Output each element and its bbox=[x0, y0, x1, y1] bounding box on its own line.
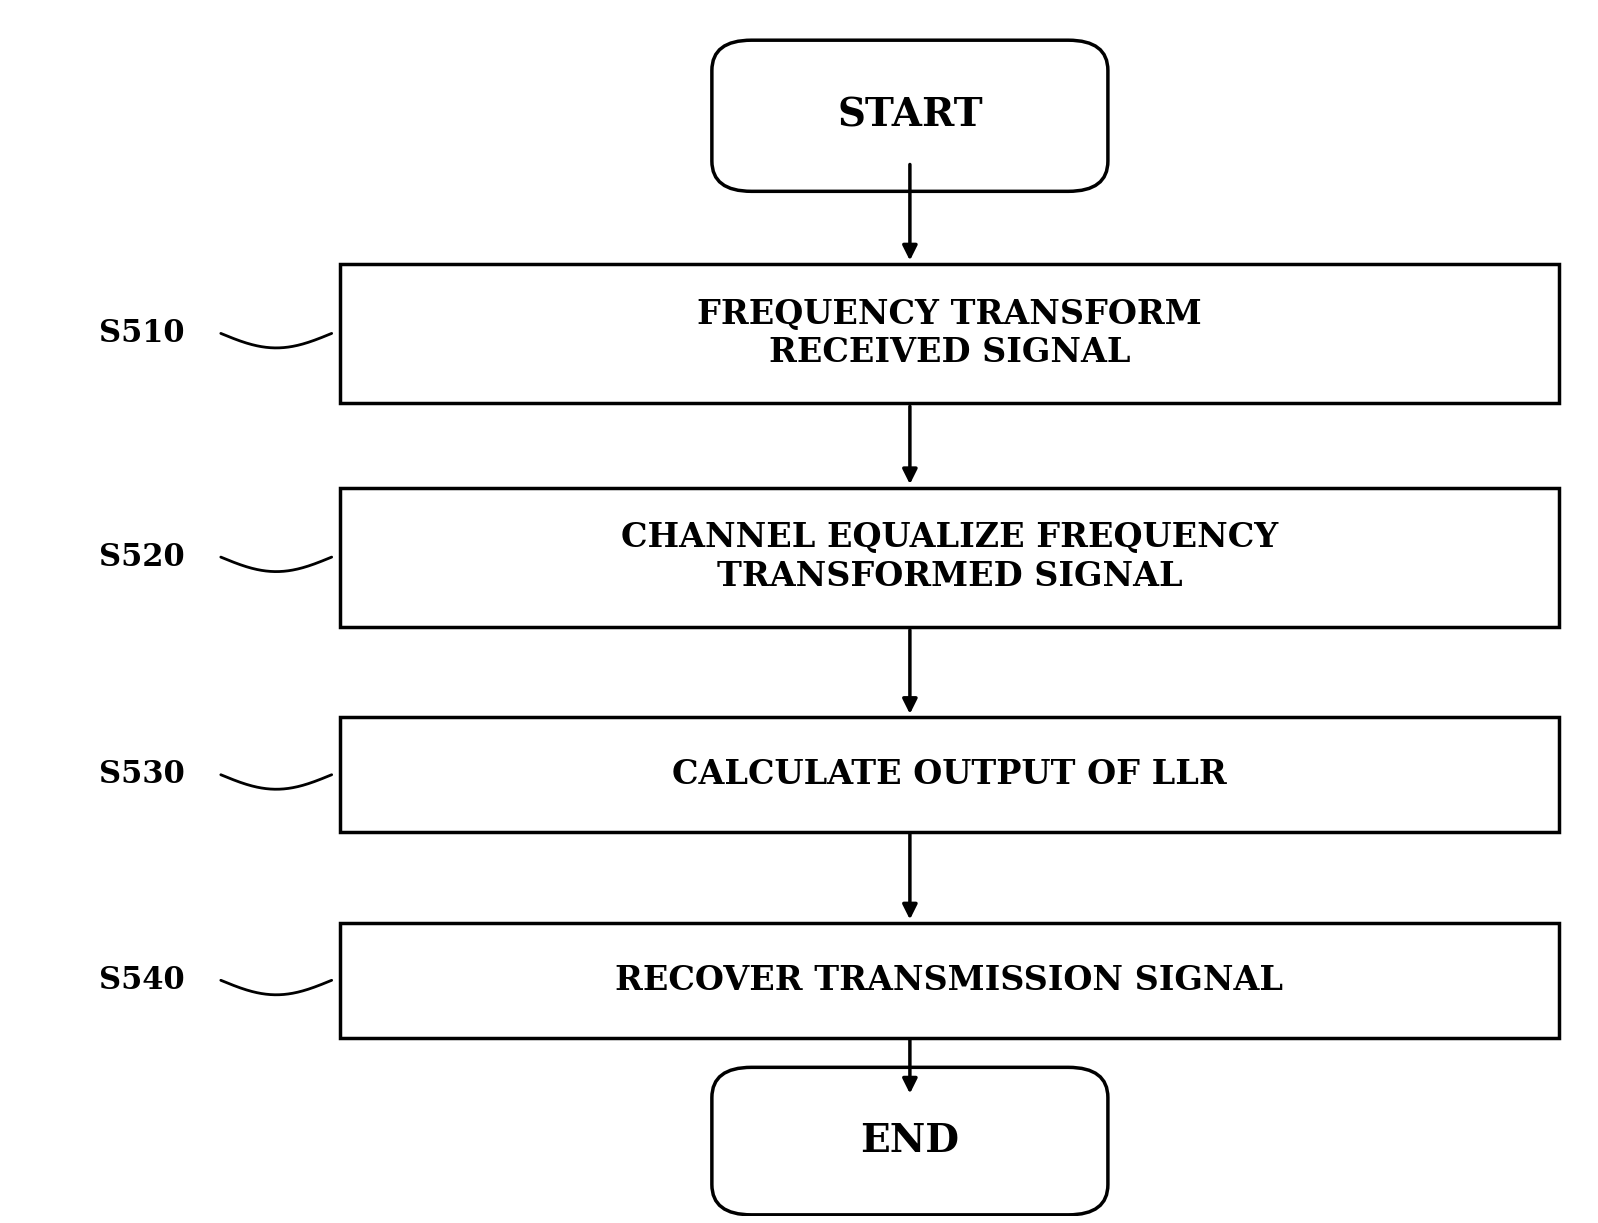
Bar bbox=[340, 264, 1560, 402]
Text: FREQUENCY TRANSFORM
RECEIVED SIGNAL: FREQUENCY TRANSFORM RECEIVED SIGNAL bbox=[697, 298, 1202, 369]
Text: END: END bbox=[860, 1121, 959, 1161]
Text: S540: S540 bbox=[99, 965, 184, 996]
Text: CHANNEL EQUALIZE FREQUENCY
TRANSFORMED SIGNAL: CHANNEL EQUALIZE FREQUENCY TRANSFORMED S… bbox=[622, 521, 1278, 593]
Text: RECOVER TRANSMISSION SIGNAL: RECOVER TRANSMISSION SIGNAL bbox=[615, 964, 1283, 997]
Text: START: START bbox=[837, 97, 983, 135]
Bar bbox=[340, 488, 1560, 626]
Text: CALCULATE OUTPUT OF LLR: CALCULATE OUTPUT OF LLR bbox=[673, 758, 1227, 791]
Bar bbox=[340, 718, 1560, 832]
Text: S510: S510 bbox=[99, 318, 184, 349]
Text: S530: S530 bbox=[99, 759, 184, 790]
FancyBboxPatch shape bbox=[711, 40, 1107, 191]
Text: S520: S520 bbox=[99, 542, 184, 572]
Bar bbox=[340, 923, 1560, 1037]
FancyBboxPatch shape bbox=[711, 1068, 1107, 1214]
